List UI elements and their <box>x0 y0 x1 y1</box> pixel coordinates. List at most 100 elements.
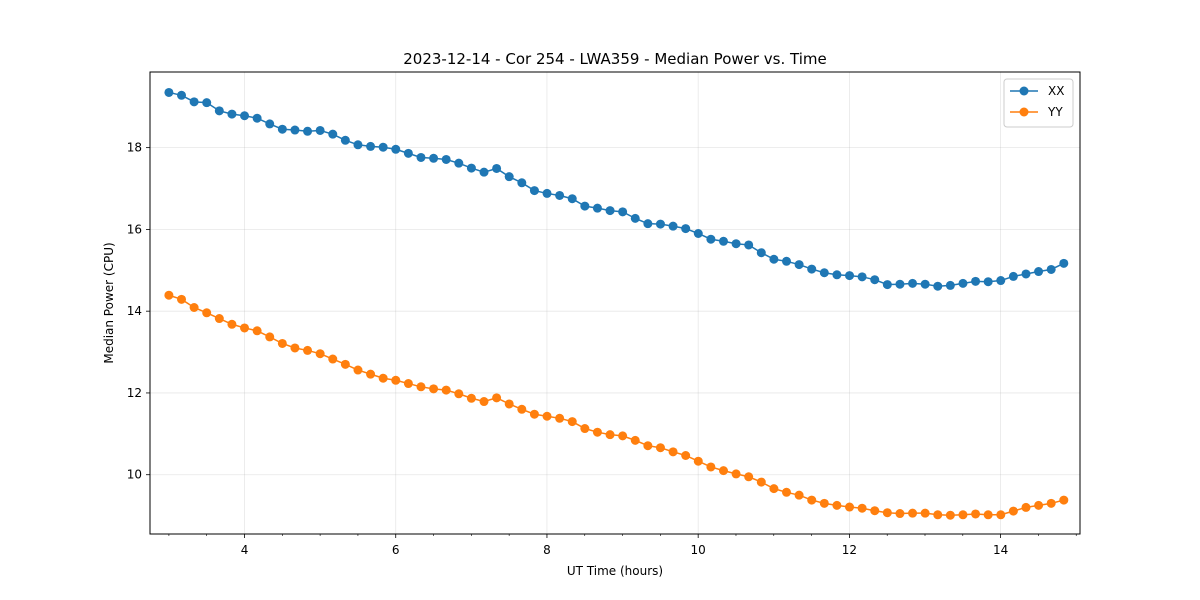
data-point-yy <box>769 484 779 494</box>
legend-label-yy: YY <box>1047 105 1063 119</box>
x-tick-label: 6 <box>392 543 400 557</box>
data-point-yy <box>605 430 615 440</box>
data-point-xx <box>1046 264 1056 274</box>
x-tick-label: 4 <box>241 543 249 557</box>
data-point-xx <box>807 264 817 274</box>
data-point-xx <box>983 277 993 287</box>
y-axis-label: Median Power (CPU) <box>102 242 116 363</box>
data-point-xx <box>214 106 224 116</box>
data-point-xx <box>1021 269 1031 279</box>
data-point-yy <box>807 495 817 505</box>
data-point-xx <box>492 163 502 173</box>
y-tick-label: 10 <box>127 468 142 482</box>
series-xx <box>164 87 1069 291</box>
data-point-yy <box>845 502 855 512</box>
data-point-yy <box>782 487 792 497</box>
data-point-xx <box>227 109 237 119</box>
data-point-yy <box>214 314 224 324</box>
data-point-xx <box>706 234 716 244</box>
data-point-yy <box>580 424 590 434</box>
data-point-xx <box>618 207 628 217</box>
y-tick-label: 14 <box>127 304 142 318</box>
data-point-yy <box>403 379 413 389</box>
data-point-xx <box>933 281 943 291</box>
y-tick-label: 18 <box>127 141 142 155</box>
data-point-yy <box>466 393 476 403</box>
data-point-yy <box>996 510 1006 520</box>
data-point-yy <box>441 385 451 395</box>
data-point-xx <box>454 158 464 168</box>
data-point-xx <box>845 271 855 281</box>
data-point-xx <box>908 278 918 288</box>
data-point-yy <box>1034 500 1044 510</box>
data-point-yy <box>971 509 981 519</box>
data-point-yy <box>290 343 300 353</box>
data-point-yy <box>277 338 287 348</box>
data-point-yy <box>227 319 237 329</box>
data-point-yy <box>958 510 968 520</box>
data-point-yy <box>832 500 842 510</box>
data-point-yy <box>933 510 943 520</box>
data-point-yy <box>857 503 867 513</box>
data-point-xx <box>630 213 640 223</box>
data-point-yy <box>908 508 918 518</box>
data-point-xx <box>782 256 792 266</box>
data-point-xx <box>870 275 880 285</box>
legend-marker-xx <box>1019 86 1029 96</box>
data-point-xx <box>693 229 703 238</box>
data-point-xx <box>529 186 539 196</box>
data-point-yy <box>366 369 376 379</box>
data-point-yy <box>328 354 338 364</box>
data-point-xx <box>277 124 287 134</box>
data-point-yy <box>555 413 565 423</box>
data-point-yy <box>643 441 653 451</box>
data-point-xx <box>643 219 653 229</box>
data-point-yy <box>189 303 199 312</box>
data-point-yy <box>1008 506 1018 516</box>
data-point-xx <box>882 280 892 290</box>
data-point-yy <box>240 323 250 333</box>
data-point-xx <box>265 119 275 129</box>
data-point-xx <box>189 97 199 107</box>
data-point-yy <box>479 397 489 407</box>
data-point-yy <box>731 469 741 479</box>
data-point-xx <box>303 126 313 136</box>
data-point-yy <box>517 404 527 414</box>
data-point-yy <box>1021 502 1031 512</box>
data-point-yy <box>353 365 363 375</box>
data-point-yy <box>618 431 628 441</box>
data-point-xx <box>555 190 565 200</box>
data-point-xx <box>996 276 1006 286</box>
data-point-xx <box>240 111 250 121</box>
data-point-xx <box>592 203 602 213</box>
data-point-xx <box>340 135 350 145</box>
x-tick-label: 14 <box>993 543 1008 557</box>
data-point-yy <box>920 508 930 518</box>
data-point-xx <box>819 268 829 278</box>
legend: XX YY <box>1003 78 1074 128</box>
plot-frame <box>149 71 1081 535</box>
data-point-xx <box>542 188 552 198</box>
data-point-xx <box>769 254 779 264</box>
data-point-xx <box>895 279 905 289</box>
data-point-yy <box>454 389 464 399</box>
data-point-xx <box>756 248 766 258</box>
data-point-xx <box>655 219 665 229</box>
x-axis-label: UT Time (hours) <box>567 564 663 578</box>
data-point-xx <box>567 194 577 204</box>
data-point-yy <box>303 345 313 355</box>
data-point-yy <box>630 435 640 445</box>
data-point-yy <box>391 375 401 385</box>
data-point-yy <box>164 290 174 300</box>
data-point-xx <box>857 272 867 282</box>
data-point-xx <box>429 153 439 163</box>
data-point-yy <box>567 417 577 427</box>
data-point-xx <box>366 141 376 151</box>
data-point-xx <box>504 172 514 182</box>
data-point-yy <box>895 509 905 519</box>
grid <box>150 72 1080 534</box>
data-point-yy <box>681 451 691 460</box>
legend-marker-yy <box>1019 107 1029 117</box>
data-point-xx <box>164 87 174 97</box>
legend-label-xx: XX <box>1048 84 1064 98</box>
